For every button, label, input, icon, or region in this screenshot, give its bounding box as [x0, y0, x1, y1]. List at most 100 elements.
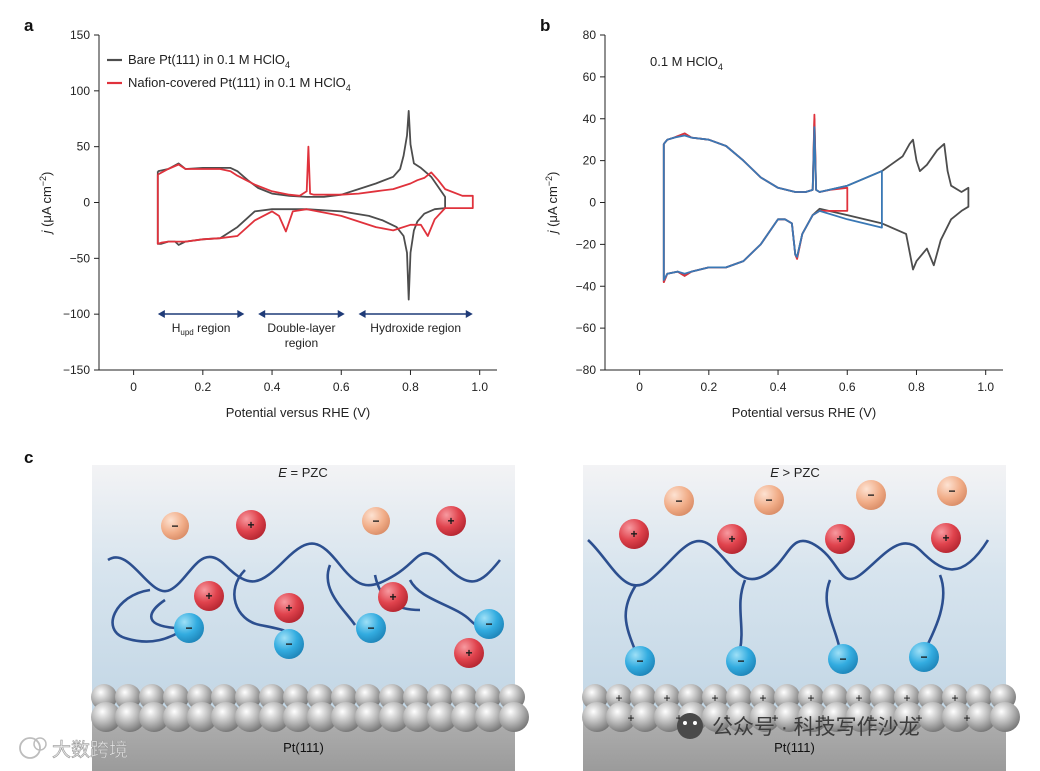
schematic-title: E > PZC — [770, 465, 820, 480]
legend-label-nafion: Nafion-covered Pt(111) in 0.1 M HClO4 — [128, 75, 351, 93]
cation-ion-sphere — [717, 524, 747, 554]
x-tick-label: 0.2 — [194, 380, 211, 394]
chart-a: 150 100 50 0 −50 −100 −150 0 0.2 0.4 0.6 0.8 1.0 Pote… — [38, 28, 497, 420]
wechat-logo-icon — [677, 713, 703, 739]
region-label-end: region — [194, 321, 231, 335]
y-tick-label: 40 — [583, 112, 597, 126]
y-tick-label: 80 — [583, 28, 597, 42]
pt-atom — [427, 702, 457, 732]
x-tick-label: 0.8 — [402, 380, 419, 394]
y-tick-label: 150 — [70, 28, 90, 42]
pt-atom — [726, 702, 756, 732]
chart-b: 80 60 40 20 0 −20 −40 −60 −80 0 0.2 0.4 0.6 0.8 1.0 Pot… — [544, 28, 1003, 420]
region-arrow-head-left — [258, 310, 266, 318]
panel-letter-b: b — [540, 16, 550, 35]
x-tick-label: 0.4 — [770, 380, 787, 394]
anion-ion-sign: − — [737, 654, 744, 668]
surface-charge-sign: + — [663, 691, 670, 705]
surface-charge-sign: + — [867, 711, 874, 725]
y-tick-label: −60 — [576, 321, 597, 335]
y-tick-label: 60 — [583, 70, 597, 84]
region-arrow-head-right — [337, 310, 345, 318]
cation-ion-sign: + — [205, 589, 212, 603]
pt-atom — [115, 702, 145, 732]
watermark-wechat: 公众号 · 科技写作沙龙 — [712, 716, 920, 739]
cation-ion-sign: + — [465, 646, 472, 660]
pt-atom — [990, 702, 1020, 732]
pt-atom — [283, 702, 313, 732]
region-label-text: Double-layer — [267, 321, 335, 335]
cation-ion: + — [619, 519, 649, 549]
cation-ion-sign: + — [285, 601, 292, 615]
surface-charge-sign: + — [951, 691, 958, 705]
cation-ion-sphere — [619, 519, 649, 549]
nafion-side-chain — [111, 588, 191, 643]
anion-ion-sign: − — [920, 650, 927, 664]
legend-text: Bare Pt(111) in 0.1 M HClO — [128, 52, 285, 67]
nafion-side-chain — [624, 584, 638, 651]
series-line-blue_trace — [662, 126, 883, 281]
cation-ion: + — [454, 638, 484, 668]
anion-ion-sign: − — [367, 621, 374, 635]
pt-atom — [798, 702, 828, 732]
anion-ion-sphere — [625, 646, 655, 676]
x-tick-label: 1.0 — [977, 380, 994, 394]
nafion-side-chain — [150, 598, 176, 630]
cation-ion: + — [436, 506, 466, 536]
y-axis-label: j (μA cm−2) — [544, 172, 560, 236]
pt-atom — [355, 702, 385, 732]
anion-ion: − — [828, 644, 858, 674]
anion-ion-sphere — [174, 613, 204, 643]
anion-ion-sphere — [828, 644, 858, 674]
pt-atom — [774, 702, 804, 732]
anion-ion: − — [726, 646, 756, 676]
y-tick-label: 0 — [589, 196, 596, 210]
x-tick-label: 0 — [130, 380, 137, 394]
nafion-side-chain — [825, 579, 842, 651]
y-tick-label: 0 — [83, 196, 90, 210]
pt-atom — [846, 702, 876, 732]
y-tick-label: 20 — [583, 154, 597, 168]
y-axis-label-symbol: j — [545, 229, 560, 235]
anion-ion-sign: − — [285, 637, 292, 651]
y-tick-label: 50 — [77, 140, 91, 154]
anion-ion-sphere — [909, 642, 939, 672]
title-rest: = PZC — [287, 465, 328, 480]
x-axis-label: Potential versus RHE (V) — [226, 405, 371, 420]
surface-charge-sign: + — [615, 691, 622, 705]
anion-ion-sign: − — [171, 519, 178, 533]
y-axis-label-symbol: j — [39, 229, 54, 235]
region-arrow-head-right — [237, 310, 245, 318]
watermark-left-logo-icon — [19, 737, 47, 759]
anion-ion: − — [362, 507, 390, 535]
x-tick-label: 0.6 — [333, 380, 350, 394]
cation-ion: + — [194, 581, 224, 611]
cation-ion-sign: + — [389, 590, 396, 604]
cation-ion-sign: + — [728, 532, 735, 546]
pt-atom — [654, 702, 684, 732]
surface-charge-sign: + — [675, 711, 682, 725]
pt-atom — [163, 702, 193, 732]
region-label: Hupd region — [172, 321, 231, 337]
pt-atom — [606, 702, 636, 732]
cation-ion-sign: + — [942, 531, 949, 545]
anion-ion-sphere — [856, 480, 886, 510]
cation-ion-sphere — [436, 506, 466, 536]
pt-atom — [91, 702, 121, 732]
series-line-nafion — [662, 113, 849, 283]
cation-ion: + — [717, 524, 747, 554]
anion-ion-sign: − — [839, 652, 846, 666]
region-arrow-head-left — [358, 310, 366, 318]
schematic-right: E > PZC− − − −+ + + +− − − −++++++++++++++++Pt(11… — [582, 465, 1020, 771]
anion-ion-sign: − — [867, 488, 874, 502]
region-label: Double-layer — [267, 321, 335, 335]
anion-ion: − — [937, 476, 967, 506]
pt-atom — [211, 702, 241, 732]
pt-atom — [942, 702, 972, 732]
pt-atom — [822, 702, 852, 732]
cation-ion-sphere — [378, 582, 408, 612]
cation-ion-sphere — [825, 524, 855, 554]
pt-atom — [894, 702, 924, 732]
surface-charge-sign: + — [915, 711, 922, 725]
anion-ion-sphere — [937, 476, 967, 506]
